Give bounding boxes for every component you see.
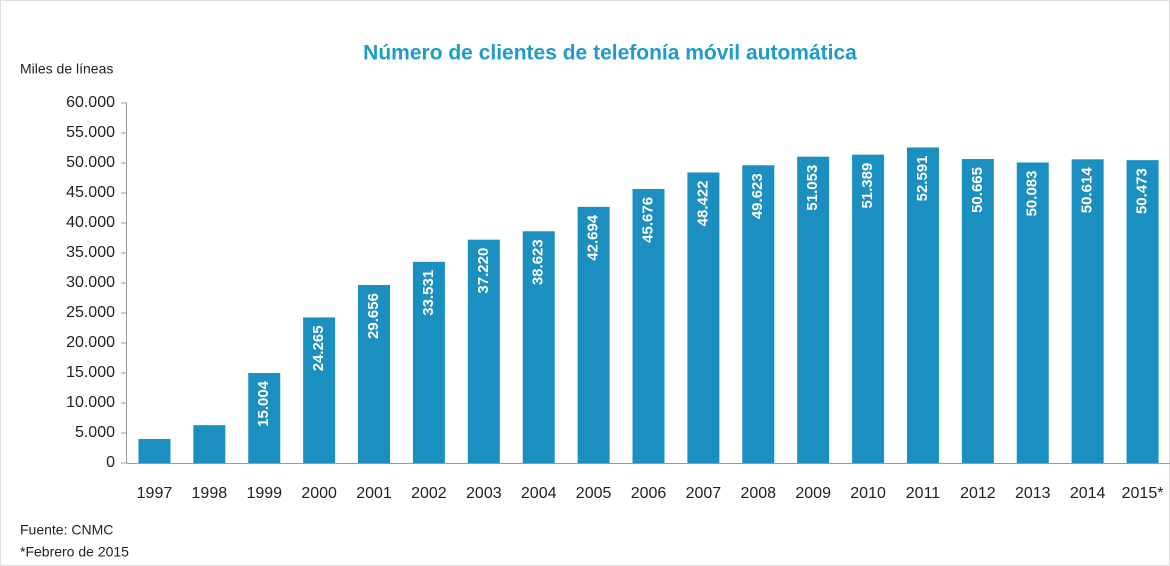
value-label: 15.004 (255, 380, 272, 427)
y-tick-label: 5.000 (75, 424, 115, 441)
x-tick-label: 2012 (960, 485, 996, 502)
bar (1016, 162, 1049, 463)
value-label: 42.694 (585, 214, 602, 261)
y-tick-label: 20.000 (66, 334, 115, 351)
x-tick-label: 2001 (356, 485, 392, 502)
value-label: 38.623 (530, 239, 547, 285)
y-tick-label: 0 (106, 454, 115, 471)
y-tick-label: 30.000 (66, 274, 115, 291)
value-label: 51.389 (859, 163, 876, 209)
x-tick-label: 1999 (246, 485, 282, 502)
bar (193, 425, 226, 463)
bar (358, 285, 391, 463)
x-tick-label: 2010 (850, 485, 886, 502)
y-tick-label: 60.000 (66, 94, 115, 111)
x-tick-label: 2006 (631, 485, 667, 502)
bar (577, 206, 610, 463)
value-label: 50.614 (1079, 167, 1096, 214)
bar (852, 154, 885, 463)
value-label: 24.265 (310, 325, 327, 371)
chart-title: Número de clientes de telefonía móvil au… (363, 42, 857, 65)
x-tick-label: 2011 (906, 485, 941, 502)
y-tick-label: 15.000 (66, 364, 115, 381)
bar (687, 172, 720, 463)
x-tick-label: 2013 (1015, 485, 1051, 502)
bar (961, 159, 994, 463)
bar (906, 147, 939, 464)
bar (412, 261, 445, 463)
bar (303, 317, 336, 463)
value-label: 37.220 (475, 248, 492, 294)
x-tick-label: 2014 (1070, 485, 1106, 502)
value-label: 33.531 (420, 270, 437, 316)
y-tick-label: 40.000 (66, 214, 115, 231)
y-tick-label: 10.000 (66, 394, 115, 411)
value-label: 45.676 (639, 197, 656, 243)
y-tick-label: 50.000 (66, 154, 115, 171)
x-tick-label: 2005 (576, 485, 612, 502)
source-note: Fuente: CNMC (20, 522, 113, 538)
x-tick-label: 2002 (411, 485, 447, 502)
bar (742, 165, 775, 463)
y-tick-label: 25.000 (66, 304, 115, 321)
bar (797, 156, 830, 463)
y-axis-label: Miles de líneas (20, 61, 113, 77)
x-tick-label: 2008 (740, 485, 776, 502)
x-tick-label: 2015* (1122, 485, 1164, 502)
value-label: 50.083 (1024, 171, 1041, 217)
bar (467, 239, 500, 463)
value-label: 50.665 (969, 167, 986, 213)
bar (1126, 160, 1159, 464)
x-tick-label: 2003 (466, 485, 502, 502)
x-tick-label: 2007 (686, 485, 722, 502)
bar (248, 372, 281, 463)
value-label: 29.656 (365, 293, 382, 339)
value-label: 48.422 (694, 180, 711, 226)
footnote: *Febrero de 2015 (20, 544, 129, 560)
bar (522, 231, 555, 463)
y-tick-label: 55.000 (66, 124, 115, 141)
x-tick-label: 2009 (795, 485, 831, 502)
y-tick-label: 35.000 (66, 244, 115, 261)
bar (632, 188, 665, 463)
x-tick-label: 1998 (192, 485, 228, 502)
bar (138, 439, 171, 463)
value-label: 49.623 (749, 173, 766, 219)
x-tick-label: 2000 (301, 485, 337, 502)
bar (1071, 159, 1104, 464)
value-label: 50.473 (1134, 168, 1151, 214)
x-tick-label: 1997 (137, 485, 173, 502)
x-tick-label: 2004 (521, 485, 557, 502)
value-label: 51.053 (804, 165, 821, 211)
value-label: 52.591 (914, 155, 931, 201)
y-tick-label: 45.000 (66, 184, 115, 201)
